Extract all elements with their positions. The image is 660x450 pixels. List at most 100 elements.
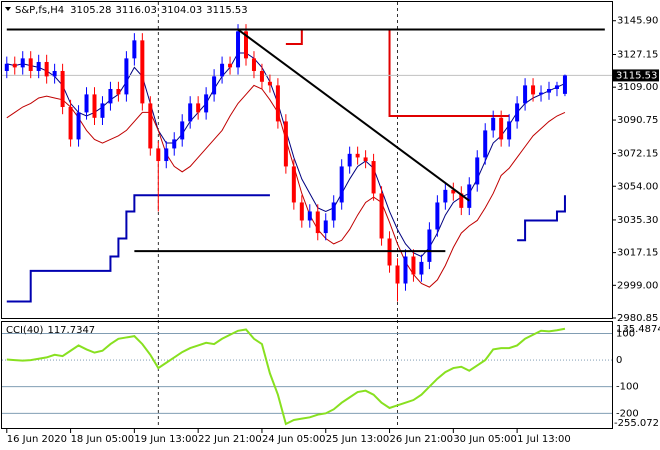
candle-body — [180, 121, 185, 140]
candle-body — [363, 157, 368, 162]
candle-body — [403, 256, 408, 284]
candle-body — [379, 193, 384, 239]
candle-body — [204, 94, 209, 113]
candle-body — [562, 75, 567, 94]
candle-body — [20, 58, 25, 68]
candle-body — [475, 157, 480, 185]
cci-tick-label: -200 — [616, 408, 639, 419]
y-tick-label: 3127.15 — [617, 50, 658, 61]
candle-body — [355, 153, 360, 158]
candle-body — [339, 166, 344, 203]
y-tick-label: 3017.15 — [617, 248, 658, 259]
cci-min-label: -255.0721 — [614, 418, 660, 429]
x-tick-label: 1 Jul 13:00 — [517, 434, 571, 445]
candle-body — [411, 256, 416, 275]
x-tick-label: 16 Jun 2020 — [7, 434, 67, 445]
cci-tick-label: 100 — [616, 328, 635, 339]
cci-frame — [1, 321, 613, 429]
candle-body — [507, 121, 512, 140]
x-tick-label: 18 Jun 05:00 — [71, 434, 135, 445]
candle-body — [60, 70, 65, 108]
cci-value: 117.7347 — [47, 325, 95, 336]
candle-body — [108, 88, 113, 104]
candle-body — [443, 189, 448, 203]
candle-body — [291, 166, 296, 203]
candle-body — [419, 261, 424, 275]
candle-body — [499, 117, 504, 140]
candle-body — [347, 153, 352, 167]
candle-body — [251, 58, 256, 71]
candle-body — [36, 61, 41, 71]
candle-body — [459, 193, 464, 208]
candle-body — [275, 85, 280, 122]
candle-body — [236, 31, 241, 68]
candle-body — [283, 121, 288, 167]
candle-body — [531, 85, 536, 95]
candle-body — [307, 211, 312, 221]
y-tick-label: 3072.15 — [617, 149, 658, 160]
candle-body — [331, 202, 336, 221]
candle-body — [148, 103, 153, 149]
y-tick-label: 3035.30 — [617, 215, 658, 226]
candle-body — [435, 202, 440, 230]
candle-body — [491, 117, 496, 131]
trend-line — [237, 28, 470, 202]
candle-body — [212, 76, 217, 95]
y-tick-label: 3109.00 — [617, 82, 658, 93]
y-tick-label: 3090.75 — [617, 115, 658, 126]
price-label-box — [613, 69, 659, 82]
candle-body — [164, 148, 169, 162]
candle-body — [299, 202, 304, 221]
candle-body — [371, 161, 376, 194]
candle-body — [76, 112, 81, 140]
candle-body — [12, 63, 17, 68]
candle-body — [220, 63, 225, 77]
y-tick-label: 3145.90 — [617, 16, 658, 27]
cci-tick-label: 0 — [616, 355, 622, 366]
menu-triangle — [5, 7, 11, 11]
candle-body — [427, 229, 432, 262]
x-tick-label: 26 Jun 21:00 — [390, 434, 454, 445]
candle-body — [4, 63, 9, 71]
cci-header: CCI(40) 117.7347 — [6, 325, 95, 336]
candle-body — [395, 265, 400, 284]
plot: 3145.90 3127.15 3109.00 3090.75 3072.15 3054.… — [2, 2, 659, 445]
candle-body — [124, 58, 129, 95]
step-line — [6, 194, 566, 303]
candle-body — [228, 63, 233, 68]
y-tick-label: 2980.85 — [617, 313, 658, 324]
candle-body — [267, 81, 272, 86]
cci-max-label: 135.4874 — [616, 324, 660, 335]
cci-name: CCI(40) — [6, 325, 44, 336]
header: S&P,fs,H4 3105.28 3116.03 3104.03 3115.53 — [15, 5, 248, 16]
cci-tick-label: -100 — [616, 382, 639, 393]
candle-body — [523, 85, 528, 104]
candle-body — [44, 61, 49, 77]
candle-body — [539, 92, 544, 95]
candle-body — [92, 94, 97, 118]
main-frame — [1, 1, 613, 319]
y-tick-label: 2999.00 — [617, 280, 658, 291]
candle-body — [244, 31, 248, 59]
candle-body — [28, 58, 33, 71]
y-tick-label: 3054.00 — [617, 181, 658, 192]
candle-body — [156, 148, 161, 162]
ohlc-high: 3116.03 — [116, 5, 157, 16]
candle-body — [451, 189, 456, 194]
ohlc-open: 3105.28 — [70, 5, 111, 16]
price-label: 3115.53 — [616, 70, 657, 81]
candle-body — [554, 85, 559, 89]
candle-body — [315, 211, 320, 234]
candle-body — [259, 70, 264, 82]
cci-line — [6, 327, 566, 426]
candle-body — [196, 103, 201, 113]
candle-body — [467, 184, 472, 208]
candle-body — [515, 103, 520, 122]
candle-body — [68, 107, 73, 140]
candle-body — [483, 130, 488, 158]
x-tick-label: 19 Jun 13:00 — [134, 434, 198, 445]
candle-body — [172, 139, 177, 149]
x-tick-label: 25 Jun 13:00 — [326, 434, 390, 445]
